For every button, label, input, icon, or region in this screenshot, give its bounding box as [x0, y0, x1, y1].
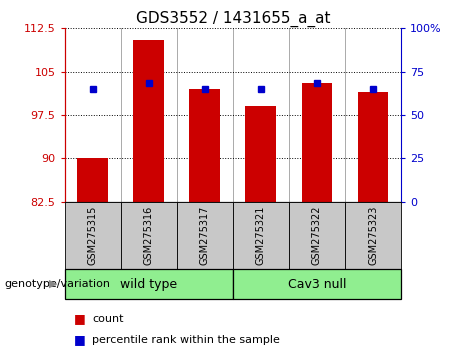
Text: percentile rank within the sample: percentile rank within the sample [92, 335, 280, 345]
Bar [177, 202, 233, 269]
Bar [133, 40, 164, 202]
Text: GSM275316: GSM275316 [144, 206, 154, 265]
Bar [345, 202, 401, 269]
Text: GSM275317: GSM275317 [200, 206, 210, 265]
Bar [233, 269, 401, 299]
Text: count: count [92, 314, 124, 324]
Text: GSM275323: GSM275323 [368, 206, 378, 265]
Text: genotype/variation: genotype/variation [5, 279, 111, 289]
Text: wild type: wild type [120, 278, 177, 291]
Bar [289, 202, 345, 269]
Bar [245, 107, 276, 202]
Bar [358, 92, 389, 202]
Bar [233, 202, 289, 269]
Bar [189, 89, 220, 202]
Bar [77, 159, 108, 202]
Bar [121, 202, 177, 269]
Text: ▶: ▶ [49, 279, 57, 289]
Text: ■: ■ [74, 333, 85, 346]
Text: GSM275315: GSM275315 [88, 206, 98, 265]
Bar [65, 269, 233, 299]
Text: GSM275321: GSM275321 [256, 206, 266, 265]
Text: GSM275322: GSM275322 [312, 206, 322, 265]
Bar [65, 202, 121, 269]
Text: ■: ■ [74, 312, 85, 325]
Text: Cav3 null: Cav3 null [288, 278, 346, 291]
Bar [301, 83, 332, 202]
Title: GDS3552 / 1431655_a_at: GDS3552 / 1431655_a_at [136, 11, 330, 27]
